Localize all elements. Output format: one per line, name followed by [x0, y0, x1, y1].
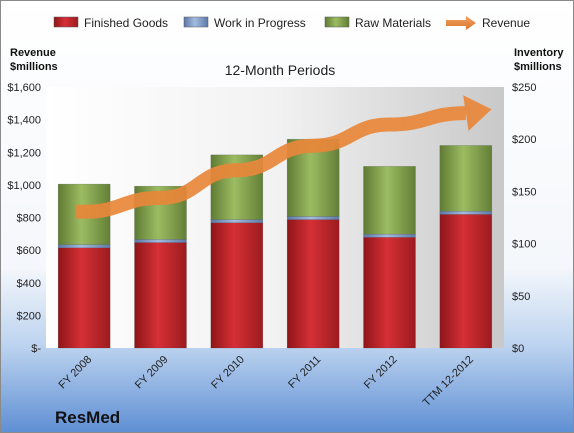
- left-axis-ticks: $- $200 $400 $600 $800 $1,000 $1,200 $1,400 $1,6…: [7, 82, 41, 355]
- left-tick-label: $1,200: [7, 147, 41, 159]
- plot-area: [46, 87, 504, 348]
- right-tick-label: $250: [512, 82, 536, 94]
- bar-finished-goods-fy-2010: [210, 222, 264, 349]
- left-tick-label: $400: [17, 278, 41, 290]
- chart-subtitle: 12-Month Periods: [225, 62, 336, 78]
- right-axis-title-line-1: Inventory: [514, 47, 564, 59]
- right-axis-ticks: $0 $50 $100 $150 $200 $250: [512, 82, 536, 355]
- bar-finished-goods-ttm-12-2012: [439, 214, 493, 349]
- legend-swatch-revenue-arrow: [446, 16, 476, 30]
- bars: [57, 138, 493, 349]
- revenue-arrow-group: [76, 95, 492, 219]
- bar-finished-goods-fy-2008: [57, 247, 111, 349]
- right-tick-label: $200: [512, 134, 536, 146]
- left-tick-label: $800: [17, 213, 41, 225]
- bar-raw-materials-fy-2012: [363, 166, 416, 235]
- bar-work-in-progress-fy-2008: [57, 244, 111, 249]
- legend-label-revenue: Revenue: [482, 16, 530, 30]
- legend-label-finished-goods: Finished Goods: [84, 16, 168, 30]
- left-tick-label: $1,000: [7, 180, 41, 192]
- right-tick-label: $0: [512, 343, 524, 355]
- right-tick-label: $150: [512, 186, 536, 198]
- left-tick-label: $200: [17, 310, 41, 322]
- revenue-arrowhead: [463, 95, 492, 131]
- left-tick-label: $-: [31, 343, 41, 355]
- bar-finished-goods-fy-2011: [286, 219, 340, 349]
- left-tick-label: $1,600: [7, 82, 41, 94]
- legend-swatch-work-in-progress: [183, 16, 209, 28]
- company-name: ResMed: [55, 408, 120, 427]
- left-axis-title: Revenue $millions: [10, 47, 59, 73]
- bar-raw-materials-ttm-12-2012: [439, 145, 493, 212]
- bar-finished-goods-fy-2012: [363, 237, 416, 349]
- left-tick-label: $600: [17, 245, 41, 257]
- right-axis-title: Inventory $millions: [514, 47, 567, 73]
- right-tick-label: $50: [512, 291, 530, 303]
- bar-work-in-progress-fy-2010: [210, 219, 264, 223]
- bar-work-in-progress-fy-2012: [363, 233, 416, 238]
- right-tick-label: $100: [512, 239, 536, 251]
- left-axis-title-line-2: $millions: [10, 61, 58, 73]
- bar-work-in-progress-fy-2011: [286, 216, 340, 220]
- left-axis-title-line-1: Revenue: [10, 47, 56, 59]
- legend-label-work-in-progress: Work in Progress: [214, 16, 306, 30]
- legend-swatch-raw-materials: [324, 16, 350, 28]
- bar-work-in-progress-fy-2009: [134, 239, 187, 243]
- bar-finished-goods-fy-2009: [134, 242, 187, 349]
- legend-label-raw-materials: Raw Materials: [355, 16, 431, 30]
- bar-work-in-progress-ttm-12-2012: [439, 210, 493, 215]
- revenue-line: [76, 106, 466, 219]
- right-axis-title-line-2: $millions: [514, 61, 562, 73]
- legend-swatch-finished-goods: [53, 16, 79, 28]
- legend: Finished Goods Work in Progress Raw Materi…: [53, 16, 530, 30]
- left-tick-label: $1,400: [7, 115, 41, 127]
